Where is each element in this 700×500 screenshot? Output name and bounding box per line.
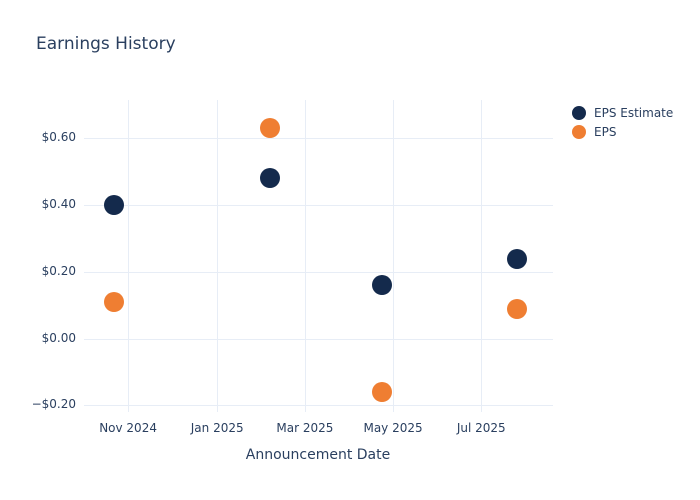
v-gridline [481,100,483,412]
h-gridline [84,205,553,207]
h-gridline [84,138,553,140]
data-point-eps-estimate[interactable] [506,248,527,269]
y-tick-label: $0.60 [41,130,76,145]
data-point-eps[interactable] [104,291,125,312]
v-gridline [128,100,130,412]
v-gridline [304,100,306,412]
x-axis-title: Announcement Date [245,447,391,463]
legend-marker-icon [572,105,586,120]
v-gridline [393,100,395,412]
legend-item-eps[interactable]: EPS [572,122,673,141]
data-point-eps[interactable] [506,298,527,319]
h-gridline [84,271,553,273]
h-gridline [84,338,553,340]
v-gridline [217,100,219,412]
x-tick-label: Nov 2024 [99,421,157,435]
h-gridline [84,405,553,407]
legend-item-eps-estimate[interactable]: EPS Estimate [572,103,673,122]
data-point-eps-estimate[interactable] [104,195,125,216]
x-tick-label: May 2025 [363,421,423,435]
x-tick-label: Jan 2025 [190,421,244,435]
legend-label: EPS [594,124,617,139]
y-tick-label: $0.20 [41,263,76,278]
legend-label: EPS Estimate [594,105,674,120]
y-tick-label: −$0.20 [31,397,76,412]
data-point-eps[interactable] [260,118,281,139]
plot-area [84,100,553,412]
y-tick-label: $0.40 [41,197,76,212]
x-tick-label: Mar 2025 [276,421,334,435]
x-tick-label: Jul 2025 [456,421,506,435]
data-point-eps-estimate[interactable] [260,168,281,189]
chart-title: Earnings History [36,34,176,54]
y-tick-label: $0.00 [41,330,76,345]
legend-marker-icon [572,124,586,139]
legend: EPS Estimate EPS [572,103,673,141]
data-point-eps-estimate[interactable] [371,275,392,296]
data-point-eps[interactable] [371,381,392,402]
